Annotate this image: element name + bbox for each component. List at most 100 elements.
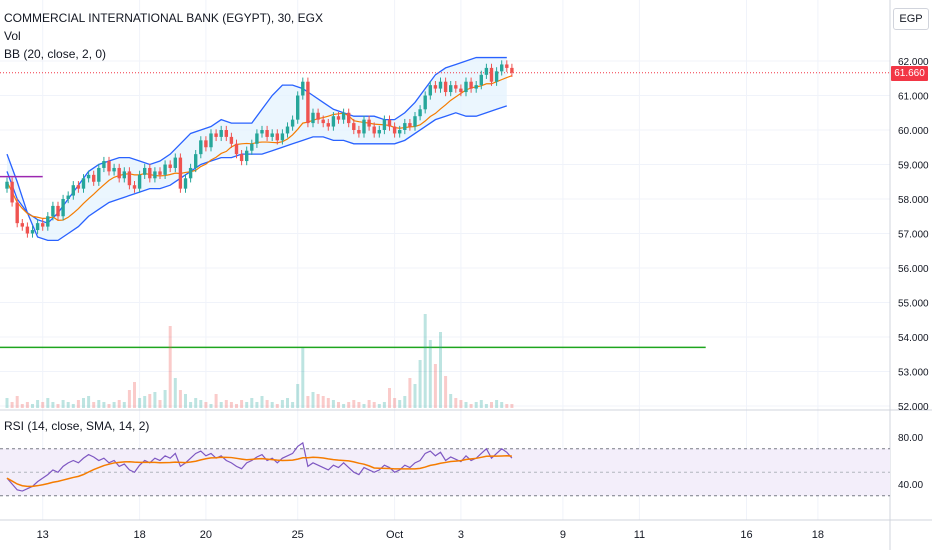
bb-fill — [7, 57, 507, 241]
time-tick-label: 18 — [133, 529, 145, 541]
candle-body — [250, 143, 254, 151]
candle-body — [352, 123, 356, 130]
candle-body — [500, 64, 504, 72]
volume-bar — [469, 404, 473, 408]
volume-bar — [357, 402, 361, 408]
volume-bar — [31, 404, 34, 408]
volume-bar — [224, 400, 228, 408]
candle-body — [505, 64, 509, 68]
candle-body — [464, 81, 468, 93]
candle-body — [204, 140, 208, 148]
volume-bar — [301, 348, 305, 408]
candle-body — [137, 174, 142, 189]
candle-body — [306, 81, 310, 124]
candle-body — [234, 143, 239, 155]
volume-bar — [454, 398, 458, 408]
candle-body — [30, 230, 35, 234]
volume-bar — [326, 398, 330, 408]
volume-bar — [291, 402, 295, 408]
candle-body — [331, 116, 336, 127]
volume-bar — [367, 400, 371, 408]
candle-body — [51, 205, 55, 217]
volume-bar — [199, 400, 203, 408]
price-tick-label: 55.000 — [898, 299, 929, 310]
volume-bar — [337, 402, 340, 408]
candle-body — [107, 161, 111, 172]
candle-body — [382, 119, 387, 130]
candle-body — [469, 81, 473, 89]
volume-bar — [398, 400, 402, 408]
candle-body — [102, 161, 106, 168]
volume-bar — [219, 402, 223, 408]
volume-bar — [153, 392, 157, 408]
candle-body — [474, 85, 478, 89]
volume-bar — [71, 404, 75, 408]
candle-body — [367, 119, 371, 127]
time-tick-label: Oct — [386, 529, 403, 541]
volume-bar — [41, 402, 45, 408]
candle-body — [290, 119, 295, 127]
volume-bar — [87, 396, 91, 408]
candle-body — [188, 167, 193, 179]
candle-body — [112, 167, 116, 172]
volume-bar — [275, 404, 279, 408]
rsi-ma-line — [6, 454, 512, 488]
time-tick-label: 9 — [560, 529, 566, 541]
volume-bar — [306, 396, 310, 408]
volume-bar — [418, 360, 422, 408]
price-tick-label: 61.000 — [898, 92, 929, 103]
candle-body — [214, 133, 218, 137]
volume-bar — [311, 392, 315, 408]
volume-bar — [433, 364, 437, 408]
candle-body — [158, 171, 162, 175]
last-price-badge: 61.660 — [891, 66, 928, 81]
symbol-title: COMMERCIAL INTERNATIONAL BANK (EGYPT), 3… — [4, 11, 323, 25]
volume-bar — [347, 402, 351, 408]
volume-bar — [36, 400, 40, 408]
volume-bar — [479, 400, 483, 408]
candle-body — [398, 130, 402, 134]
candle-body — [372, 126, 376, 134]
candle-body — [443, 81, 448, 93]
candle-body — [408, 123, 412, 127]
candle-body — [418, 109, 422, 117]
price-tick-label: 52.000 — [898, 402, 929, 413]
volume-bar — [240, 400, 244, 408]
volume-bar — [474, 402, 478, 408]
candle-body — [92, 174, 96, 182]
time-tick-label: 16 — [740, 529, 752, 541]
volume-bar — [61, 400, 65, 408]
volume-bar — [260, 396, 264, 408]
rsi-tick-label: 80.00 — [898, 433, 923, 444]
price-tick-label: 58.000 — [898, 195, 929, 206]
volume-bar — [209, 404, 213, 408]
candle-body — [423, 95, 427, 110]
candle-body — [377, 130, 381, 134]
candle-body — [413, 116, 417, 127]
volume-bar — [173, 378, 177, 408]
volume-bar — [423, 314, 427, 408]
candle-body — [362, 119, 366, 134]
currency-button[interactable]: EGP — [893, 8, 929, 30]
volume-bar — [20, 404, 24, 408]
volume-bar — [372, 402, 376, 408]
candle-body — [178, 157, 183, 189]
rsi-tick-label: 40.00 — [898, 480, 923, 491]
volume-bar — [117, 400, 121, 408]
volume-bar — [148, 394, 152, 408]
volume-bar — [342, 404, 346, 408]
candle-body — [153, 171, 157, 179]
candle-body — [86, 174, 91, 179]
volume-bar — [56, 404, 60, 408]
candle-body — [143, 167, 147, 175]
candle-body — [311, 112, 315, 124]
volume-bar — [495, 400, 499, 408]
volume-bar — [194, 398, 198, 408]
candle-body — [61, 199, 65, 217]
volume-bar — [408, 378, 412, 408]
candle-body — [494, 71, 499, 82]
candle-body — [224, 130, 228, 137]
volume-bar — [127, 390, 131, 408]
candle-body — [5, 181, 9, 189]
